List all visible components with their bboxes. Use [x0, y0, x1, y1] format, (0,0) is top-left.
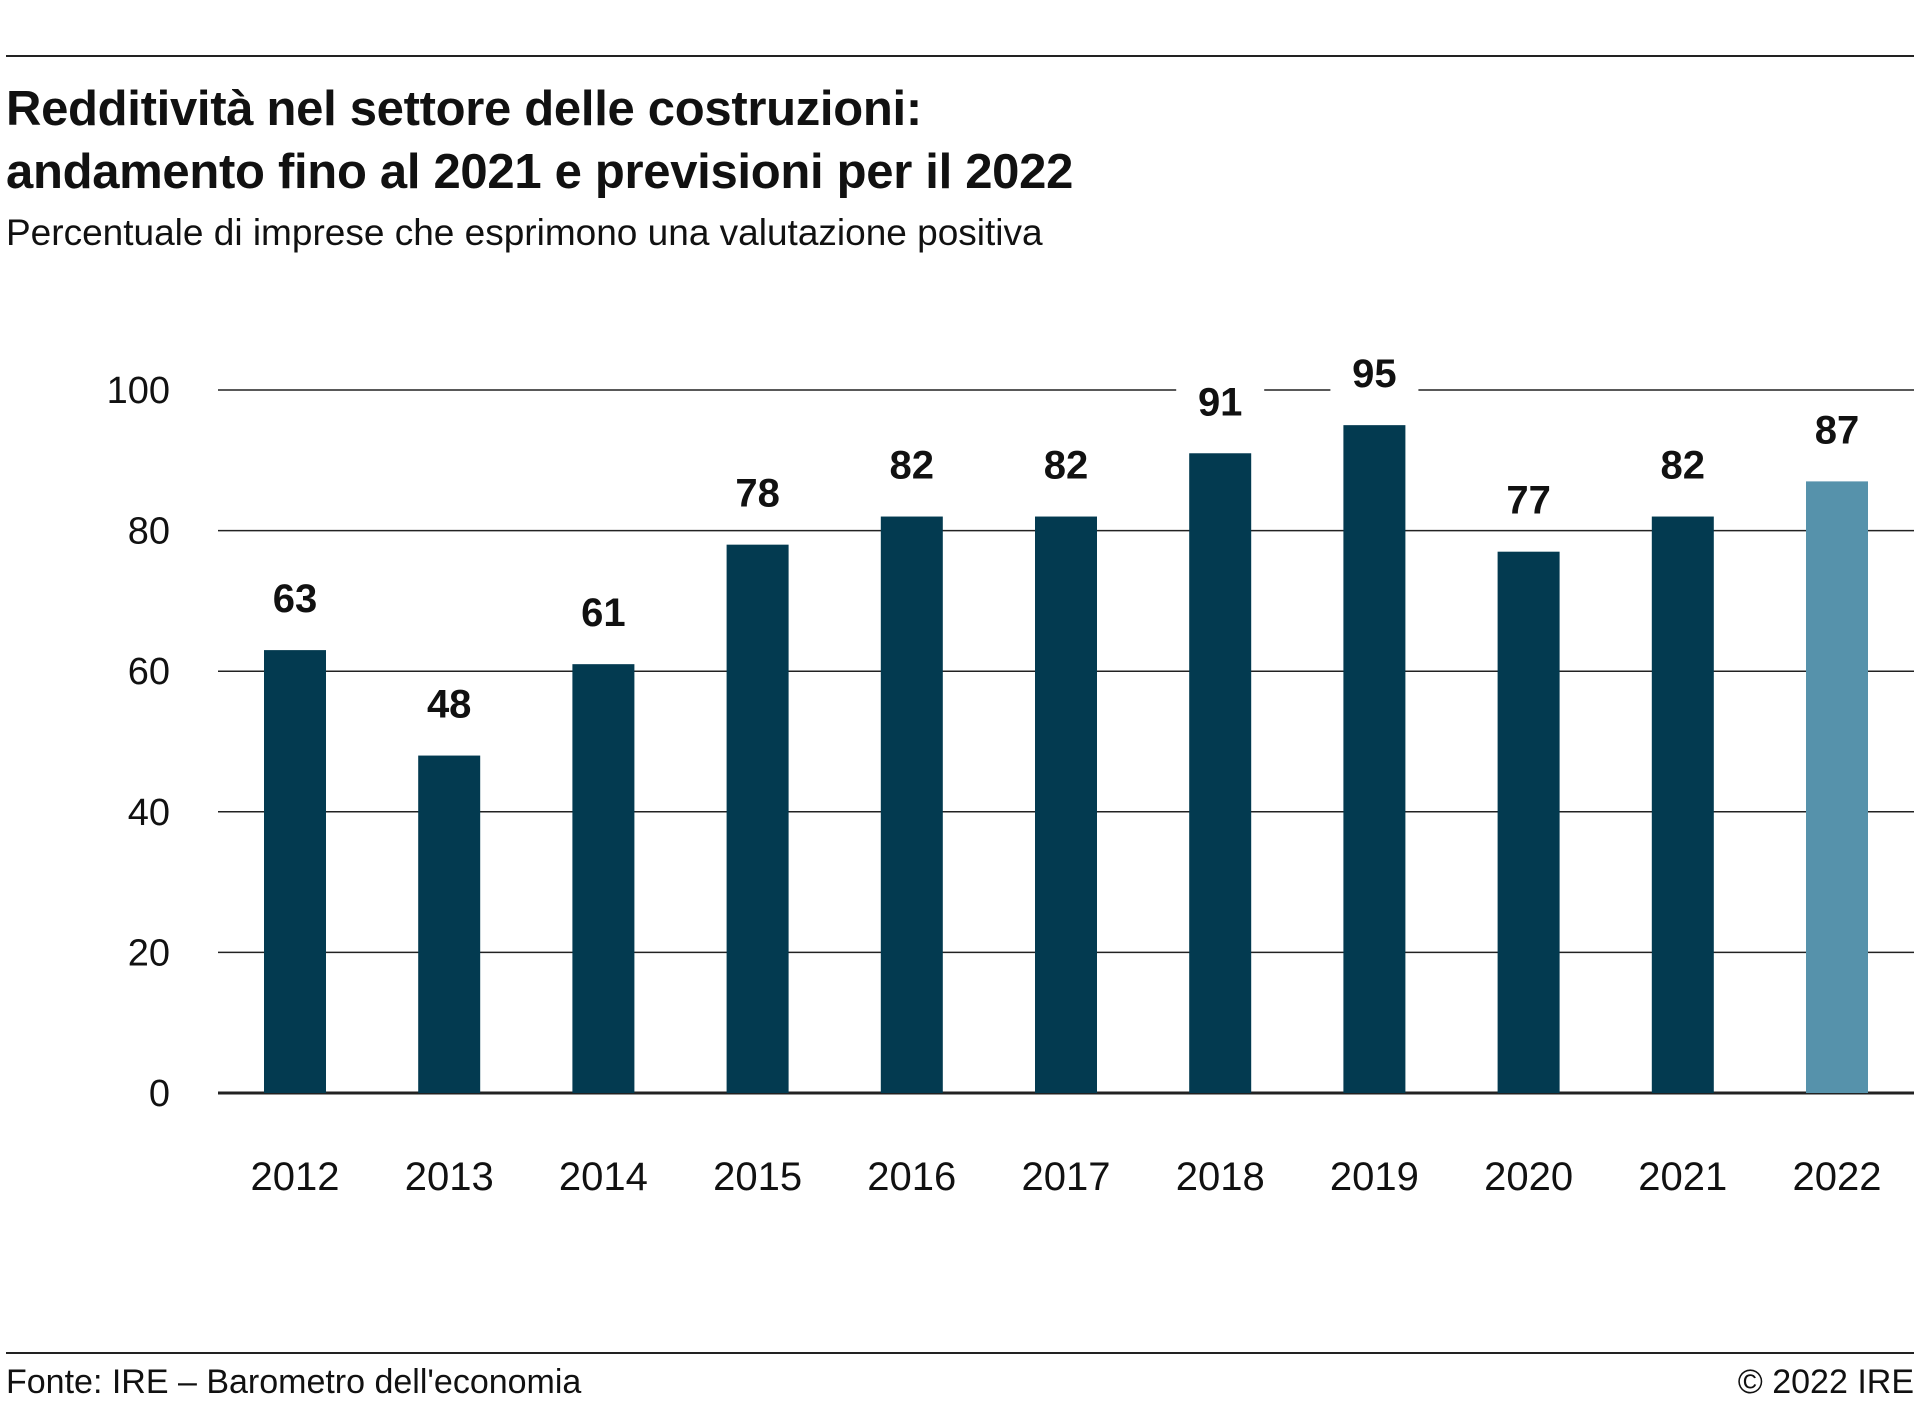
bar-chart: 0 20 40 60 80 100 63 2012 48 2013 61 2014 78 2015 82 20…: [107, 352, 1914, 1199]
data-label-2018: 91: [1198, 380, 1243, 424]
chart-subtitle: Percentuale di imprese che esprimono una…: [6, 212, 1043, 253]
bar-2021: [1651, 516, 1714, 1093]
data-label-background: [1484, 479, 1573, 526]
data-label-background: [559, 592, 648, 639]
chart-title-line-1: Redditività nel settore delle costruzion…: [6, 82, 922, 136]
data-label-2019: 95: [1352, 352, 1397, 396]
bar-2018: [1189, 453, 1252, 1093]
data-label-2017: 82: [1044, 444, 1089, 488]
data-label-2014: 61: [581, 591, 626, 635]
bar-2016: [880, 516, 943, 1093]
x-tick-label-2014: 2014: [559, 1155, 648, 1199]
x-tick-label-2022: 2022: [1793, 1155, 1882, 1199]
y-tick-label: 100: [107, 370, 170, 412]
data-label-2012: 63: [273, 577, 318, 621]
x-tick-label-2016: 2016: [867, 1155, 956, 1199]
top-rule: [6, 55, 1914, 57]
chart-header: Redditività nel settore delle costruzion…: [6, 78, 1886, 258]
bottom-rule: [6, 1352, 1914, 1354]
x-tick-label-2017: 2017: [1022, 1155, 1111, 1199]
data-label-background: [1176, 381, 1265, 428]
bar-2012: [264, 650, 326, 1093]
data-label-background: [1638, 444, 1727, 491]
data-label-2013: 48: [427, 683, 472, 727]
x-tick-label-2015: 2015: [713, 1155, 802, 1199]
bar-2014: [572, 664, 635, 1093]
data-label-2021: 82: [1661, 444, 1706, 488]
bar-2022: [1806, 481, 1868, 1093]
chart-title-line-2: andamento fino al 2021 e previsioni per …: [6, 145, 1074, 199]
data-label-2015: 78: [735, 472, 780, 516]
x-tick-label-2018: 2018: [1176, 1155, 1265, 1199]
data-label-2022: 87: [1815, 408, 1860, 452]
y-tick-label: 0: [149, 1073, 170, 1115]
data-label-background: [405, 683, 494, 730]
bar-2017: [1035, 516, 1097, 1093]
y-tick-label: 20: [128, 932, 170, 974]
x-tick-label-2013: 2013: [405, 1155, 494, 1199]
bar-2013: [418, 755, 481, 1093]
y-tick-label: 80: [128, 511, 170, 553]
data-label-background: [1793, 409, 1881, 456]
y-tick-label: 40: [128, 792, 170, 834]
bar-2020: [1497, 551, 1560, 1093]
bar-2019: [1343, 425, 1406, 1093]
data-label-background: [1022, 444, 1110, 491]
data-label-background: [867, 444, 956, 491]
data-label-background: [1330, 353, 1419, 400]
data-label-2016: 82: [890, 444, 935, 488]
data-label-background: [713, 472, 802, 519]
source-note: Fonte: IRE – Barometro dell'economia: [6, 1363, 582, 1401]
data-label-background: [251, 578, 339, 625]
x-tick-label-2019: 2019: [1330, 1155, 1419, 1199]
x-tick-label-2021: 2021: [1638, 1155, 1727, 1199]
copyright-note: © 2022 IRE: [1737, 1363, 1914, 1401]
y-tick-label: 60: [128, 651, 170, 693]
x-tick-label-2020: 2020: [1484, 1155, 1573, 1199]
x-tick-label-2012: 2012: [251, 1155, 340, 1199]
bar-2015: [726, 544, 789, 1093]
data-label-2020: 77: [1506, 479, 1551, 523]
